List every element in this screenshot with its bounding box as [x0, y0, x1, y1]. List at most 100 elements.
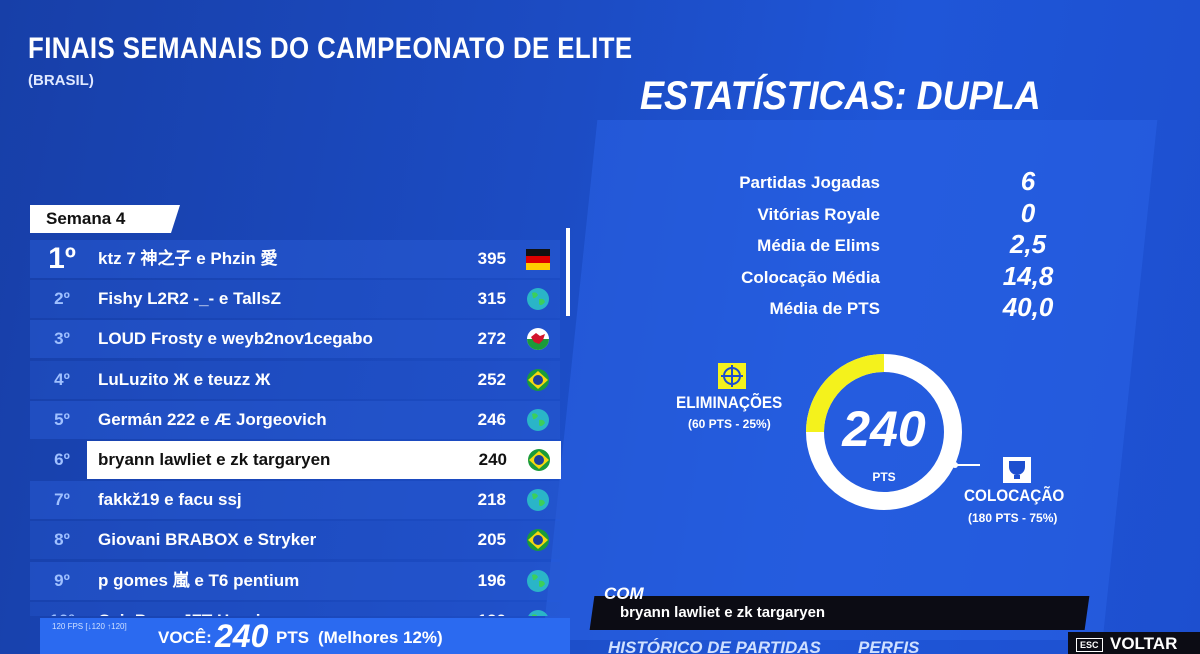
stat-label: Média de Elims	[757, 236, 880, 255]
fps: 120 FPS [↓120 ↑120]	[52, 622, 127, 631]
leaderboard-row[interactable]: 2º Fishy L2R2 -_- e TallsZ 315	[30, 280, 560, 319]
you-points: 240	[215, 618, 269, 654]
flag-part	[528, 609, 548, 616]
stat-label: Partidas Jogadas	[739, 173, 880, 192]
flag-part	[532, 413, 545, 426]
stat-label: Média de PTS	[769, 299, 880, 318]
elims-detail: (60 PTS - 25%)	[688, 417, 771, 431]
flag	[526, 249, 550, 270]
you-label: VOCÊ:	[158, 628, 212, 647]
stats-title: ESTATÍSTICAS: DUPLA	[640, 74, 1041, 118]
stat-label: Vitórias Royale	[757, 204, 880, 224]
rank: 8º	[54, 530, 70, 550]
team: ktz 7 神之子 e Phzin 愛	[98, 249, 278, 268]
points: 252	[477, 369, 506, 389]
with-team: bryann lawliet e zk targaryen	[620, 604, 826, 621]
points: 240	[478, 450, 507, 469]
flag	[527, 529, 549, 552]
stat-value: 6	[1020, 166, 1036, 196]
region: (BRASIL)	[28, 72, 94, 89]
rank: 9º	[54, 570, 70, 590]
with-label: COM	[604, 584, 644, 603]
flag	[527, 288, 549, 311]
elims-label: ELIMINAÇÕES	[676, 393, 783, 412]
flag	[528, 609, 548, 616]
stat-value: 40,0	[1002, 292, 1054, 322]
leaderboard-row[interactable]: 5º Germán 222 e Æ Jorgeovich 246	[30, 400, 560, 439]
flag-part	[526, 256, 550, 263]
leaderboard-row[interactable]: 6º bryann lawliet e zk targaryen 240	[54, 441, 561, 479]
points: 395	[477, 249, 506, 268]
rank: 2º	[54, 289, 70, 309]
flag-part	[533, 535, 543, 546]
points: 218	[477, 490, 506, 510]
leaderboard-row[interactable]: 3º LOUD Frosty e weyb2nov1cegabo 272	[30, 320, 560, 359]
flag-part	[527, 489, 549, 512]
leaderboard-row[interactable]: 10º CaioPro e JFT Henri 190	[30, 601, 560, 616]
flag-part	[532, 292, 545, 306]
placement-label: COLOCAÇÃO	[964, 486, 1065, 505]
team: LOUD Frosty e weyb2nov1cegabo	[98, 329, 373, 349]
flag-part	[527, 288, 549, 311]
donut-elims-arc	[806, 354, 885, 433]
stat-value: 14,8	[1002, 260, 1054, 291]
week-label: Semana 4	[46, 209, 126, 228]
rank: 10º	[42, 602, 82, 616]
points: 190	[478, 602, 506, 616]
leaderboard-row[interactable]: 4º LuLuzito Ж e teuzz Ж 252	[30, 360, 560, 399]
leaderboard-row[interactable]: 8º Giovani BRABOX e Stryker 205	[30, 521, 560, 560]
flag-part	[526, 263, 550, 270]
connector-dot	[952, 462, 958, 468]
back-button[interactable]	[1068, 632, 1200, 654]
points: 205	[477, 530, 506, 550]
team: fakkž19 e facu ssj	[98, 490, 242, 510]
flag-part	[532, 493, 545, 507]
total-points: 240	[842, 401, 926, 457]
page-title: FINAIS SEMANAIS DO CAMPEONATO DE ELITE	[28, 32, 633, 65]
rank: 5º	[54, 409, 70, 429]
scrollbar[interactable]	[566, 228, 570, 316]
placement-detail: (180 PTS - 75%)	[968, 511, 1058, 525]
placement-icon-cup	[1009, 461, 1025, 479]
points: 196	[477, 570, 506, 590]
team: p gomes 嵐 e T6 pentium	[98, 570, 300, 590]
team: Fishy L2R2 -_- e TallsZ	[98, 289, 281, 309]
leaderboard-row[interactable]: 1º ktz 7 神之子 e Phzin 愛 395	[30, 240, 560, 278]
leaderboard-row[interactable]: 9º p gomes 嵐 e T6 pentium 196	[30, 561, 560, 600]
back-label: VOLTAR	[1110, 634, 1178, 653]
flag-part	[527, 408, 549, 431]
tab[interactable]: HISTÓRICO DE PARTIDAS	[608, 638, 821, 654]
week-tab[interactable]	[30, 205, 180, 233]
points-donut	[718, 354, 1031, 510]
you-bar	[40, 618, 570, 654]
leaderboard-row[interactable]: 7º fakkž19 e facu ssj 218	[30, 481, 560, 520]
stat-value: 0	[1020, 197, 1036, 228]
flag-part	[534, 455, 544, 465]
rank: 4º	[54, 369, 70, 389]
flag-part	[527, 339, 549, 351]
stat-label: Colocação Média	[741, 267, 880, 287]
tab[interactable]: PERFIS	[858, 638, 920, 654]
flag	[527, 408, 549, 431]
leaderboard: 1º ktz 7 神之子 e Phzin 愛 395 2º Fishy L2R2 -_-…	[0, 0, 600, 616]
flag	[527, 489, 549, 512]
rank: 1º	[48, 242, 76, 275]
flag	[527, 328, 549, 351]
stat-value: 2,5	[1009, 229, 1047, 259]
team: CaioPro e JFT Henri	[98, 602, 260, 616]
team: Giovani BRABOX e Stryker	[98, 530, 317, 550]
flag-part	[532, 573, 545, 587]
flag-part	[533, 374, 543, 385]
team: Germán 222 e Æ Jorgeovich	[98, 409, 327, 429]
flag-part	[531, 333, 545, 345]
you-unit: PTS	[276, 628, 310, 647]
flag-part	[532, 614, 538, 616]
elims-icon-cross	[721, 365, 743, 387]
you-rank: (Melhores 12%)	[318, 628, 443, 647]
flag	[527, 368, 549, 391]
back-key: ESC	[1076, 638, 1103, 652]
team: bryann lawliet e zk targaryen	[98, 450, 331, 469]
rank: 3º	[54, 329, 70, 349]
points: 315	[477, 289, 506, 309]
